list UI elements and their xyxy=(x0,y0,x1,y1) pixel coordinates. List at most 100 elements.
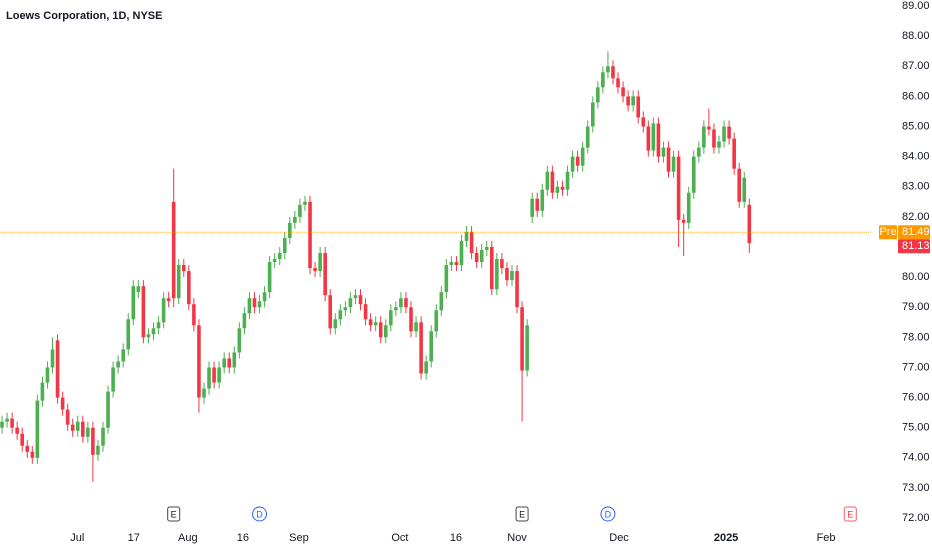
x-tick-label: 16 xyxy=(237,532,249,544)
candle-body xyxy=(96,445,100,455)
last-price-label: 81.13 xyxy=(902,240,930,252)
candle-body xyxy=(0,421,4,428)
y-tick-label: 75.00 xyxy=(902,422,930,434)
candle-body xyxy=(197,325,201,398)
candle-body xyxy=(65,409,70,425)
x-tick-label: 17 xyxy=(128,532,140,544)
candle-body xyxy=(560,186,565,190)
candle-body xyxy=(515,271,519,308)
candle-body xyxy=(25,445,30,452)
candle-body xyxy=(389,310,393,326)
candle-body xyxy=(631,96,635,106)
pre-label: Pre xyxy=(879,226,896,238)
candle-body xyxy=(500,259,504,269)
candle-body xyxy=(585,126,590,148)
event-label: E xyxy=(519,509,525,519)
candle-body xyxy=(666,147,671,172)
candle-body xyxy=(121,349,126,362)
candle-body xyxy=(45,367,50,383)
candle-body xyxy=(373,322,378,326)
y-tick-label: 77.00 xyxy=(902,361,930,373)
candle-body xyxy=(686,192,691,223)
candle-body xyxy=(181,265,186,272)
candle-body xyxy=(171,201,176,299)
candle-body xyxy=(742,177,747,202)
candle-body xyxy=(707,126,711,130)
y-tick-label: 73.00 xyxy=(902,482,930,494)
candle-body xyxy=(282,237,287,254)
candle-body xyxy=(20,433,25,446)
candle-body xyxy=(565,171,570,190)
candle-body xyxy=(207,367,211,389)
candle-body xyxy=(656,123,661,157)
candle-body xyxy=(570,156,575,172)
pre-price-label: 81.49 xyxy=(902,226,930,238)
y-tick-label: 72.00 xyxy=(902,512,930,524)
event-marker xyxy=(843,506,857,522)
candle-body xyxy=(247,298,252,314)
candle-body xyxy=(288,222,292,238)
candle-body xyxy=(343,307,348,311)
candle-body xyxy=(621,87,625,97)
candle-body xyxy=(641,117,646,127)
candle-body xyxy=(474,253,479,263)
candle-body xyxy=(353,295,358,299)
candle-body xyxy=(399,298,403,308)
event-marker xyxy=(252,506,268,522)
candle-body xyxy=(161,298,166,323)
y-tick-label: 87.00 xyxy=(902,60,930,72)
event-marker xyxy=(167,506,181,522)
chart-title: Loews Corporation, 1D, NYSE xyxy=(6,10,162,22)
candle-body xyxy=(176,265,181,299)
candle-body xyxy=(727,126,731,139)
candle-body xyxy=(136,286,141,293)
candle-body xyxy=(580,147,585,166)
candle-body xyxy=(434,310,439,332)
candle-body xyxy=(131,286,136,320)
candle-body xyxy=(732,138,736,169)
candle-body xyxy=(303,201,307,205)
y-tick-label: 88.00 xyxy=(902,30,930,42)
candle-body xyxy=(409,307,413,332)
candle-body xyxy=(298,204,302,217)
candle-body xyxy=(338,310,343,320)
y-tick-label: 84.00 xyxy=(902,151,930,163)
event-label: D xyxy=(256,509,263,519)
candle-body xyxy=(106,391,110,428)
candle-body xyxy=(646,126,651,151)
candle-body xyxy=(50,349,55,368)
candle-body xyxy=(712,129,716,148)
candle-body xyxy=(30,451,35,458)
x-tick-label: Nov xyxy=(507,532,527,544)
candle-body xyxy=(257,301,262,308)
candle-body xyxy=(272,259,277,263)
candle-body xyxy=(222,358,226,368)
candle-body xyxy=(227,358,232,368)
candle-body xyxy=(383,325,388,338)
candle-body xyxy=(651,123,656,151)
candle-body xyxy=(5,418,9,422)
y-tick-label: 85.00 xyxy=(902,120,930,132)
candle-body xyxy=(535,198,540,211)
candle-body xyxy=(328,295,333,329)
candle-body xyxy=(676,156,681,220)
candle-body xyxy=(116,361,120,368)
y-tick-label: 78.00 xyxy=(902,331,930,343)
x-tick-label: Aug xyxy=(178,532,198,544)
candle-body xyxy=(681,219,686,223)
candle-body xyxy=(555,186,560,193)
y-tick-label: 83.00 xyxy=(902,181,930,193)
candle-body xyxy=(520,307,524,371)
candle-body xyxy=(237,328,242,353)
candle-body xyxy=(717,141,721,148)
x-tick-label: 16 xyxy=(450,532,462,544)
candle-body xyxy=(439,292,444,311)
candle-body xyxy=(212,367,216,383)
candle-body xyxy=(166,298,171,302)
candle-body xyxy=(575,156,580,166)
candle-body xyxy=(545,171,550,190)
candle-body xyxy=(611,66,615,79)
candle-body xyxy=(601,72,605,88)
x-tick-label: Jul xyxy=(70,532,84,544)
